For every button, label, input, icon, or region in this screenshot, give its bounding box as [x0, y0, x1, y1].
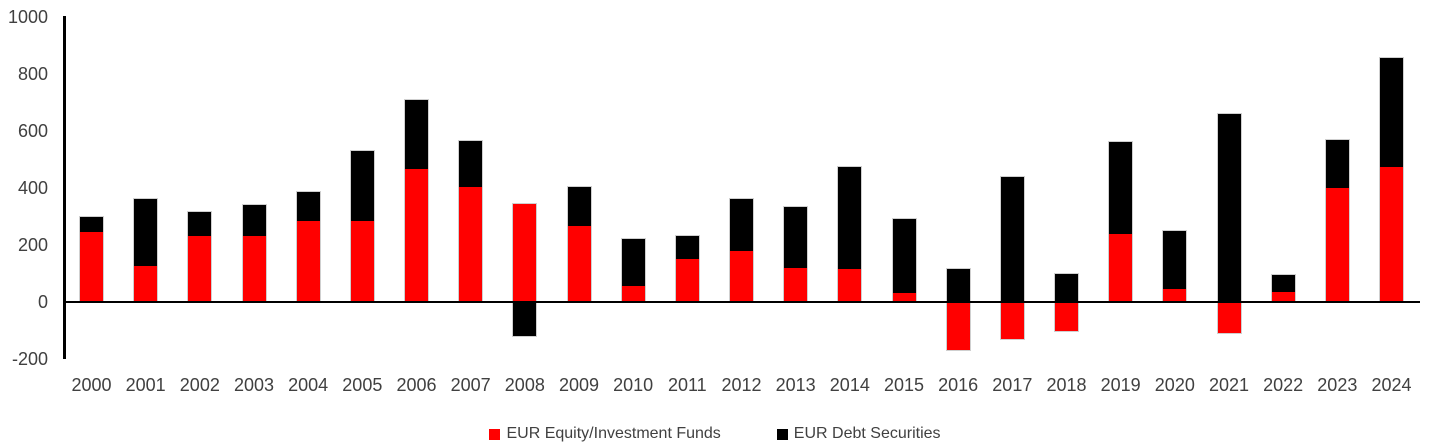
bar-segment-2002-equity [188, 236, 212, 302]
bar-segment-2014-equity [838, 269, 862, 302]
x-tick-label: 2024 [1371, 375, 1412, 395]
bar-segment-2009-debt [567, 186, 591, 227]
x-tick-label: 2018 [1046, 375, 1087, 395]
x-tick-label: 2008 [504, 375, 545, 395]
bar-segment-2024-equity [1380, 166, 1403, 302]
x-tick-label: 2002 [179, 375, 220, 395]
bar-segment-2004-debt [296, 192, 320, 221]
bar-segment-2021-debt [1217, 113, 1241, 302]
x-tick-label: 2001 [125, 375, 166, 395]
bar-segment-2015-debt [892, 219, 916, 294]
bar-segment-2019-debt [1109, 142, 1133, 234]
x-tick-label: 2019 [1100, 375, 1141, 395]
bar-segment-2023-debt [1325, 139, 1349, 188]
bar-segment-2001-debt [134, 199, 158, 267]
bar-segment-2022-equity [1271, 292, 1295, 302]
x-tick-label: 2003 [233, 375, 275, 395]
bar-segment-2002-debt [188, 212, 212, 237]
x-tick-label: 2015 [883, 375, 925, 395]
bar-segment-2004-equity [296, 220, 320, 302]
y-tick-label: 800 [17, 64, 48, 84]
x-tick-label: 2012 [721, 375, 762, 395]
bar-segment-2020-equity [1163, 289, 1187, 302]
y-tick-label: 200 [17, 235, 48, 255]
bar-segment-2008-equity [513, 203, 537, 302]
bar-segment-2007-equity [459, 186, 483, 302]
y-tick-label: 600 [17, 121, 48, 141]
bar-segment-2005-debt [350, 150, 374, 221]
bar-segment-2017-debt [1000, 176, 1024, 302]
bar-segment-2010-debt [621, 239, 645, 287]
x-tick-label: 2022 [1263, 375, 1304, 395]
bar-segment-2013-debt [784, 206, 808, 268]
bar-segment-2015-equity [892, 293, 916, 302]
bar-segment-2018-debt [1055, 273, 1078, 302]
bar-segment-2008-debt [513, 302, 537, 337]
bar-segment-2006-debt [405, 99, 428, 170]
bar-segment-2000-debt [80, 216, 103, 233]
bar-segment-2016-debt [946, 269, 970, 302]
bar-segment-2003-equity [242, 236, 266, 302]
bar-segment-2011-equity [675, 259, 699, 302]
x-tick-label: 2014 [829, 375, 870, 395]
bar-segment-2000-equity [80, 232, 103, 302]
bar-segment-2011-debt [675, 236, 699, 260]
bar-segment-2018-equity [1055, 302, 1078, 331]
legend-swatch-debt-black-square-icon [776, 428, 788, 440]
x-tick-label: 2016 [938, 375, 979, 395]
bar-segment-2006-equity [405, 169, 428, 302]
legend-label-debt: EUR Debt Securities [793, 425, 941, 442]
x-tick-label: 2021 [1208, 375, 1250, 395]
bar-segment-2009-equity [567, 226, 591, 302]
legend: EUR Equity/Investment Funds EUR Debt Sec… [0, 423, 1430, 445]
legend-item-equity: EUR Equity/Investment Funds [489, 425, 721, 443]
x-tick-label: 2004 [288, 375, 329, 395]
bar-segment-2012-debt [730, 199, 753, 251]
x-tick-label: 2000 [71, 375, 112, 395]
x-tick-label: 2005 [342, 375, 383, 395]
x-tick-label: 2017 [992, 375, 1033, 395]
bar-segment-2023-equity [1325, 188, 1349, 302]
x-tick-label: 2010 [613, 375, 654, 395]
bar-segment-2024-debt [1380, 58, 1403, 167]
legend-swatch-equity-red-square-icon [489, 428, 501, 440]
bar-segment-2001-equity [134, 266, 158, 302]
y-tick-label: 0 [37, 292, 48, 312]
x-tick-label: 2011 [667, 375, 707, 395]
x-tick-label: 2013 [775, 375, 816, 395]
bar-segment-2005-equity [350, 220, 374, 302]
x-tick-label: 2023 [1317, 375, 1358, 395]
bar-segment-2017-equity [1000, 302, 1024, 340]
bar-segment-2003-debt [242, 205, 266, 237]
y-tick-label: 1000 [7, 7, 48, 27]
bar-segment-2010-equity [621, 286, 645, 302]
y-axis-line [63, 16, 66, 359]
y-tick-label: 400 [17, 178, 48, 198]
zero-baseline [63, 300, 1420, 304]
bar-segment-2020-debt [1163, 230, 1187, 290]
bar-segment-2021-equity [1217, 302, 1241, 334]
bar-segment-2016-equity [946, 302, 970, 351]
x-tick-label: 2007 [450, 375, 491, 395]
x-tick-label: 2009 [558, 375, 600, 395]
legend-label-equity: EUR Equity/Investment Funds [506, 425, 721, 442]
bar-segment-2007-debt [459, 140, 483, 187]
x-tick-label: 2020 [1154, 375, 1195, 395]
bar-segment-2012-equity [730, 250, 753, 302]
legend-item-debt: EUR Debt Securities [776, 425, 941, 443]
y-tick-label: -200 [11, 349, 48, 369]
bar-segment-2019-equity [1109, 233, 1133, 302]
bar-segment-2013-equity [784, 267, 808, 302]
bar-segment-2022-debt [1271, 274, 1295, 293]
x-tick-label: 2006 [396, 375, 437, 395]
bar-segment-2014-debt [838, 166, 862, 270]
